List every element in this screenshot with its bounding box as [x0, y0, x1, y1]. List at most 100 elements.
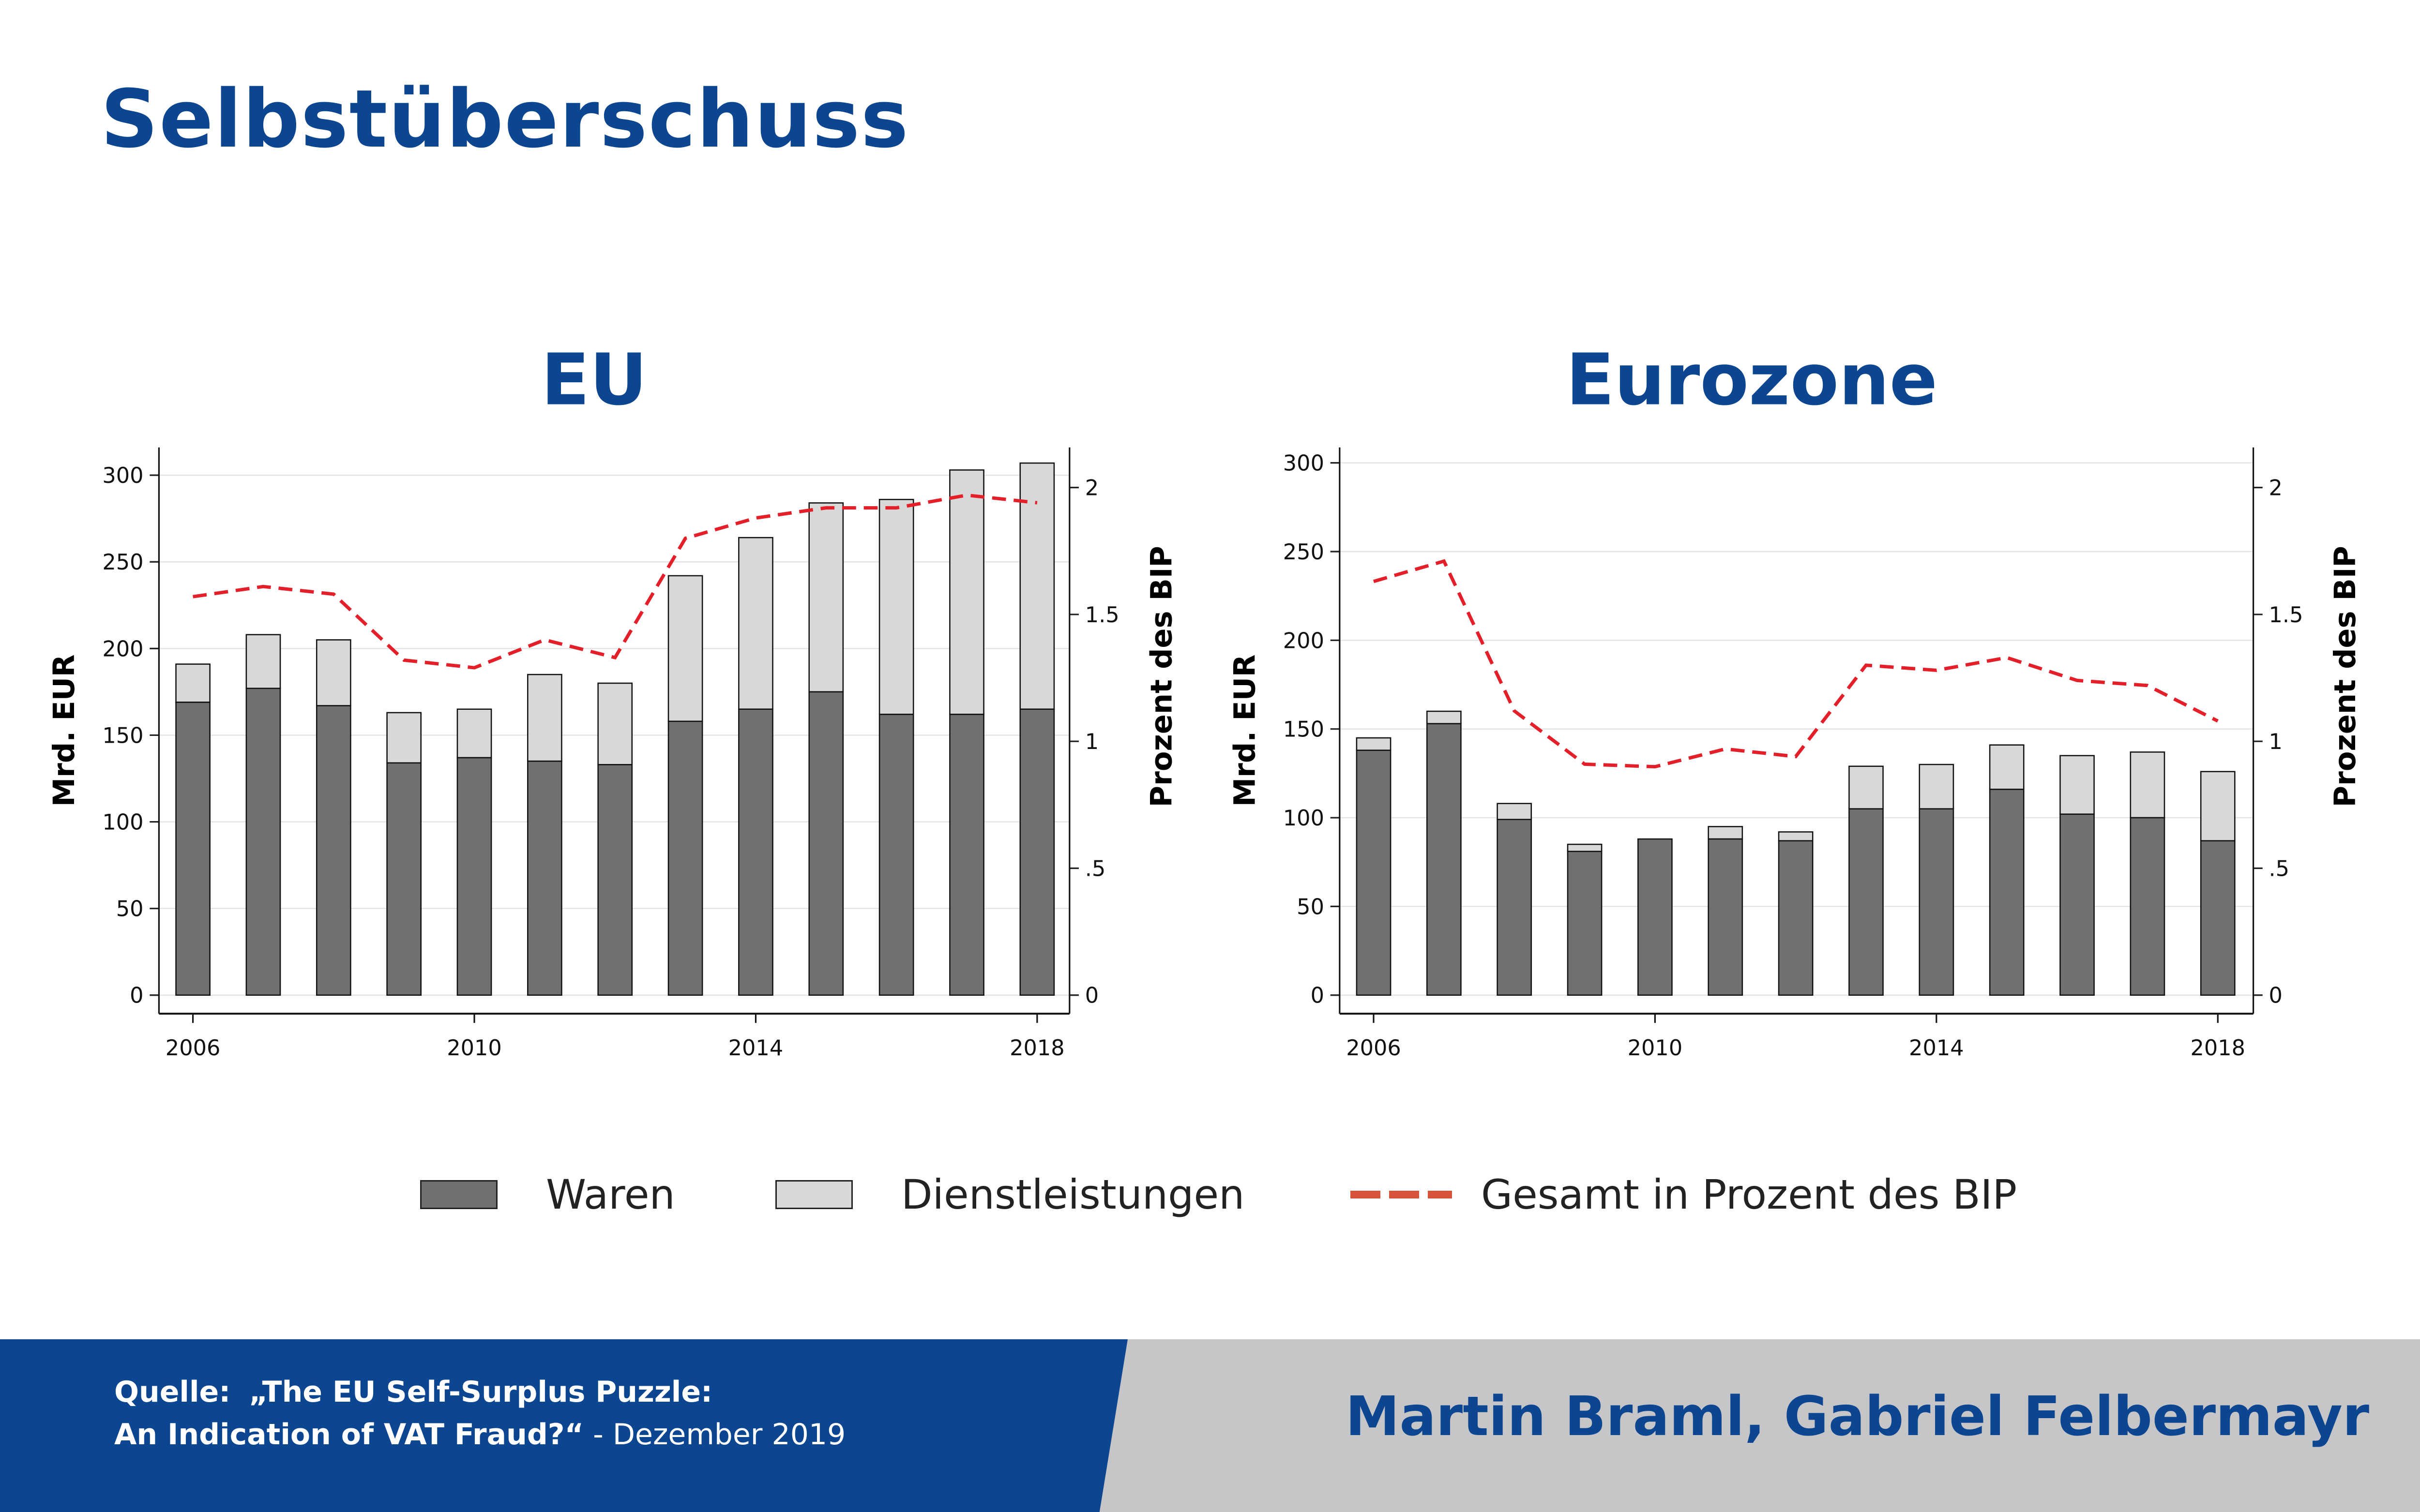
bar-dienstleistungen: [738, 537, 773, 710]
y2-tick-label: 2: [2269, 476, 2283, 501]
legend-item-dienstleistungen: Dienstleistungen: [775, 1171, 1244, 1218]
x-tick-label: 2010: [1628, 1035, 1683, 1061]
bar-waren: [1778, 840, 1814, 996]
source-label: Quelle:: [114, 1375, 231, 1409]
bar-waren: [2059, 813, 2095, 996]
footer-source-panel: Quelle: „The EU Self-Surplus Puzzle: An …: [0, 1339, 1128, 1512]
footer: Quelle: „The EU Self-Surplus Puzzle: An …: [0, 1339, 2420, 1512]
bar-dienstleistungen: [1497, 803, 1532, 820]
bar-dienstleistungen: [2059, 755, 2095, 815]
bar-waren: [175, 702, 211, 996]
source-date: - Dezember 2019: [584, 1418, 846, 1452]
bar-waren: [1919, 808, 1954, 996]
bar-dienstleistungen: [1848, 765, 1884, 809]
page-title: Selbstüberschuss: [101, 73, 909, 165]
bar-waren: [667, 720, 703, 996]
chart-title: EU: [541, 338, 647, 421]
bar-dienstleistungen: [1708, 826, 1743, 840]
bar-waren: [1848, 808, 1884, 996]
y-tick-label: 100: [1283, 806, 1324, 831]
y2-tick-label: 0: [2269, 983, 2283, 1008]
bar-dienstleistungen: [597, 682, 633, 765]
y2-tick-label: 1: [1085, 729, 1099, 754]
bar-dienstleistungen: [2200, 771, 2236, 841]
bar-dienstleistungen: [1778, 831, 1814, 841]
x-tick-label: 2014: [728, 1035, 784, 1061]
y-axis-label: Mrd. EUR: [47, 654, 81, 807]
x-tick-label: 2006: [1346, 1035, 1401, 1061]
bar-dienstleistungen: [2130, 751, 2165, 819]
bar-waren: [527, 760, 562, 996]
y2-axis-label: Prozent des BIP: [2329, 546, 2362, 807]
bar-waren: [456, 757, 492, 996]
y-tick-label: 50: [116, 897, 144, 922]
y2-tick-label: 1.5: [2269, 602, 2303, 628]
bar-waren: [1708, 838, 1743, 996]
line-gesamt-prozent-bip: [193, 493, 1038, 670]
bar-waren: [245, 688, 281, 996]
bar-dienstleistungen: [1567, 843, 1603, 853]
y2-tick-label: .5: [2269, 856, 2290, 881]
y-tick-label: 150: [102, 723, 143, 748]
bar-waren: [316, 705, 351, 996]
bar-waren: [808, 691, 844, 996]
y-tick-label: 300: [102, 463, 143, 488]
bar-dienstleistungen: [316, 639, 351, 706]
bar-waren: [2200, 840, 2236, 996]
y-tick-label: 100: [102, 809, 143, 835]
legend: Waren Dienstleistungen Gesamt in Prozent…: [0, 1171, 2420, 1219]
bar-waren: [1426, 723, 1462, 996]
legend-label-dienstleistungen: Dienstleistungen: [901, 1171, 1245, 1218]
y-tick-label: 200: [1283, 628, 1324, 653]
source-title-line2: An Indication of VAT Fraud?“: [114, 1418, 584, 1452]
y2-tick-label: 2: [1085, 476, 1099, 501]
bar-dienstleistungen: [1426, 710, 1462, 724]
bar-waren: [1356, 749, 1392, 996]
bar-waren: [1567, 851, 1603, 996]
legend-label-waren: Waren: [546, 1171, 675, 1218]
bar-dienstleistungen: [175, 663, 211, 703]
bar-dienstleistungen: [245, 634, 281, 689]
legend-swatch-gesamt: [1350, 1191, 1452, 1198]
bar-dienstleistungen: [527, 674, 562, 762]
legend-label-gesamt: Gesamt in Prozent des BIP: [1481, 1171, 2017, 1218]
bar-waren: [386, 762, 422, 996]
bar-dienstleistungen: [456, 708, 492, 759]
bar-dienstleistungen: [1919, 763, 1954, 809]
bar-dienstleistungen: [667, 575, 703, 722]
y2-axis-label: Prozent des BIP: [1145, 546, 1179, 807]
x-tick-label: 2006: [166, 1035, 221, 1061]
bar-dienstleistungen: [878, 499, 914, 715]
bar-dienstleistungen: [1989, 744, 2025, 790]
bar-waren: [878, 714, 914, 996]
y2-tick-label: .5: [1085, 856, 1106, 881]
x-tick-label: 2014: [1909, 1035, 1964, 1061]
y2-tick-label: 1: [2269, 729, 2283, 754]
y2-tick-label: 1.5: [1085, 602, 1119, 628]
x-tick-label: 2010: [447, 1035, 502, 1061]
bar-waren: [949, 714, 984, 996]
chart-eurozone: Eurozone 0 50 100 150 200 250 300 0 .5 1 1.5 2 2006 20…: [1228, 338, 2362, 1061]
y-tick-label: 0: [130, 983, 143, 1008]
bar-dienstleistungen: [808, 502, 844, 693]
y2-tick-label: 0: [1085, 983, 1099, 1008]
x-tick-label: 2018: [1010, 1035, 1065, 1061]
source-citation: Quelle: „The EU Self-Surplus Puzzle: An …: [114, 1371, 846, 1456]
legend-swatch-dienstleistungen: [775, 1180, 853, 1209]
line-gesamt-prozent-bip: [1373, 559, 2219, 769]
y-tick-label: 250: [1283, 539, 1324, 565]
bar-waren: [1637, 838, 1673, 996]
bar-dienstleistungen: [386, 712, 422, 764]
y-tick-label: 250: [102, 550, 143, 575]
y-tick-label: 50: [1297, 894, 1324, 919]
bar-dienstleistungen: [949, 469, 984, 715]
chart-eu: EU 0 50 100 150 200 250 300 0 .5 1 1.5 2 2006 2010 2014…: [47, 338, 1179, 1061]
y-tick-label: 200: [102, 636, 143, 661]
bar-waren: [597, 764, 633, 996]
bar-dienstleistungen: [1356, 737, 1392, 751]
legend-swatch-waren: [420, 1180, 498, 1209]
y-axis-label: Mrd. EUR: [1228, 654, 1262, 807]
source-title-line1: „The EU Self-Surplus Puzzle:: [249, 1375, 713, 1409]
y-tick-label: 300: [1283, 451, 1324, 476]
